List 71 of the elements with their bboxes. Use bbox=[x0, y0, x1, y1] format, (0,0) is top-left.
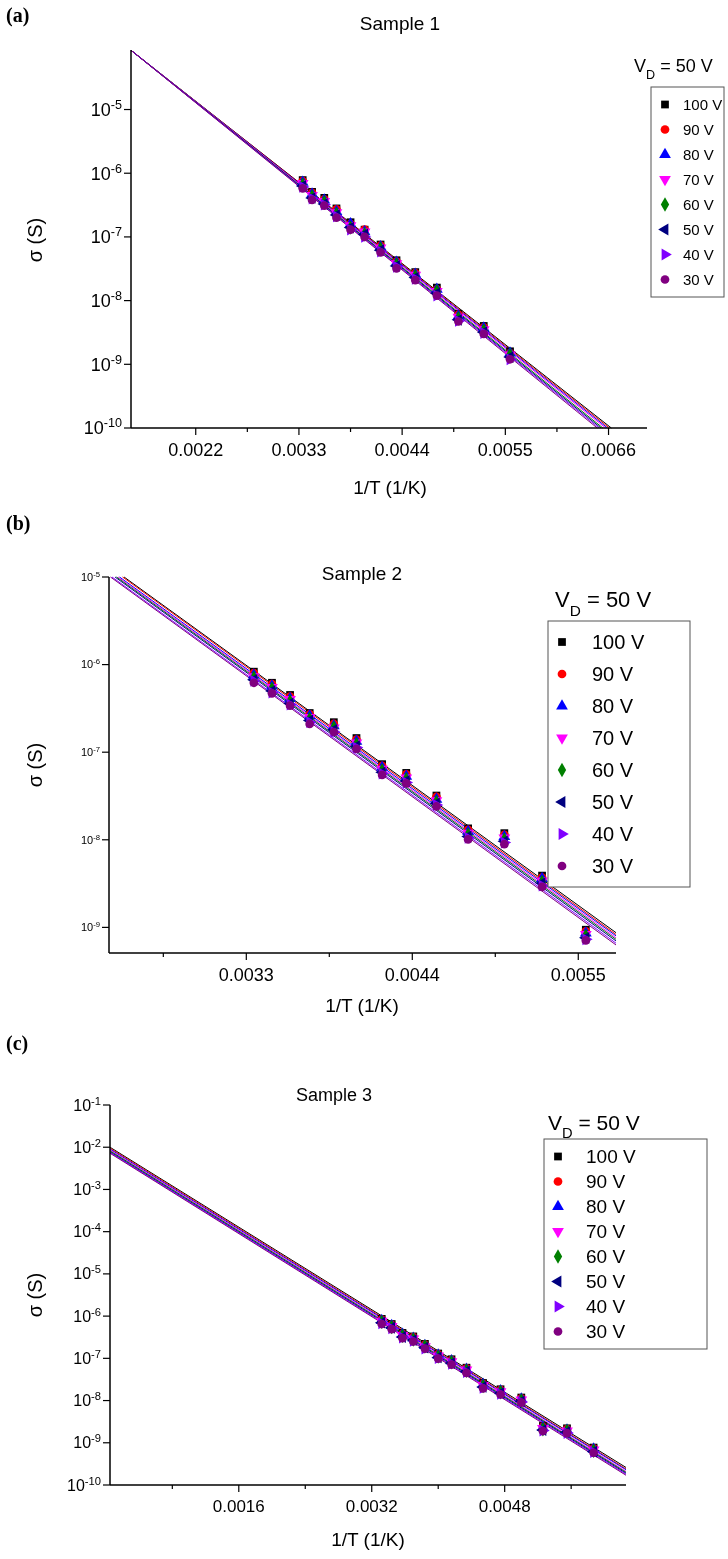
chart-title: Sample 2 bbox=[321, 563, 403, 584]
legend-label: 80 V bbox=[586, 1196, 626, 1218]
x-tick-label: 0.0033 bbox=[271, 440, 327, 460]
legend-label: 90 V bbox=[592, 663, 634, 686]
x-tick-label: 0.0055 bbox=[477, 440, 533, 460]
legend-label: 80 V bbox=[683, 145, 714, 163]
y-tick-label: 10$^{-9}$ bbox=[80, 919, 100, 934]
y-tick-label: 10$^{-6}$ bbox=[73, 1305, 101, 1325]
legend-label: 40 V bbox=[592, 823, 634, 846]
legend-label: 60 V bbox=[592, 759, 634, 782]
y-tick-label: 10$^{-9}$ bbox=[90, 352, 122, 375]
x-tick-label: 0.0044 bbox=[384, 965, 440, 985]
chart-title: Sample 3 bbox=[295, 1085, 373, 1105]
y-tick-label: 10$^{-7}$ bbox=[73, 1347, 101, 1367]
y-axis-title: σ (S) bbox=[24, 1272, 46, 1318]
y-axis-title: σ (S) bbox=[24, 217, 46, 263]
legend-label: 100 V bbox=[586, 1146, 636, 1168]
y-axis-title: σ (S) bbox=[24, 742, 46, 788]
legend-label: 50 V bbox=[683, 220, 714, 238]
x-tick-label: 0.0022 bbox=[168, 440, 224, 460]
y-tick-label: 10$^{-10}$ bbox=[67, 1474, 101, 1494]
y-tick-label: 10$^{-7}$ bbox=[80, 744, 100, 759]
legend-label: 40 V bbox=[586, 1296, 626, 1318]
legend-label: 100 V bbox=[683, 95, 723, 113]
y-tick-label: 10$^{-8}$ bbox=[90, 288, 122, 311]
x-tick-label: 0.0033 bbox=[218, 965, 274, 985]
legend-label: 30 V bbox=[683, 270, 714, 288]
x-tick-label: 0.0048 bbox=[478, 1497, 531, 1516]
y-tick-label: 10$^{-6}$ bbox=[80, 656, 100, 671]
x-tick-label: 0.0032 bbox=[345, 1497, 398, 1516]
text: (b) bbox=[6, 512, 31, 535]
legend-label: 60 V bbox=[683, 195, 714, 213]
x-tick-label: 0.0066 bbox=[581, 440, 637, 460]
legend-title: V$_{D}$ = 50 V bbox=[548, 1111, 640, 1141]
legend-title: V$_{D}$ = 50 V bbox=[634, 56, 713, 82]
chart-title: Sample 1 bbox=[359, 13, 441, 34]
legend-label: 30 V bbox=[586, 1321, 626, 1343]
text: (c) bbox=[6, 1032, 29, 1055]
y-tick-label: 10$^{-4}$ bbox=[73, 1221, 101, 1241]
y-tick-label: 10$^{-5}$ bbox=[80, 569, 100, 583]
legend-label: 70 V bbox=[683, 170, 714, 188]
x-axis-title: 1/T (1/K) bbox=[353, 477, 427, 498]
legend-label: 40 V bbox=[683, 245, 714, 263]
x-tick-label: 0.0016 bbox=[212, 1497, 265, 1516]
legend-label: 30 V bbox=[592, 855, 634, 878]
legend-label: 70 V bbox=[586, 1221, 626, 1243]
y-tick-label: 10$^{-5}$ bbox=[90, 97, 122, 120]
y-tick-label: 10$^{-6}$ bbox=[90, 161, 122, 184]
legend-label: 70 V bbox=[592, 727, 634, 750]
legend-label: 60 V bbox=[586, 1246, 626, 1268]
x-tick-label: 0.0044 bbox=[374, 440, 430, 460]
x-tick-label: 0.0055 bbox=[550, 965, 606, 985]
y-tick-label: 10$^{-8}$ bbox=[80, 832, 100, 846]
y-tick-label: 10$^{-9}$ bbox=[73, 1432, 101, 1452]
legend-label: 50 V bbox=[592, 791, 634, 814]
legend-label: 100 V bbox=[592, 631, 645, 654]
x-axis-title: 1/T (1/K) bbox=[325, 995, 399, 1016]
x-axis-title: 1/T (1/K) bbox=[331, 1529, 405, 1550]
y-tick-label: 10$^{-2}$ bbox=[73, 1136, 101, 1156]
legend-label: 90 V bbox=[683, 120, 714, 138]
y-tick-label: 10$^{-1}$ bbox=[73, 1094, 101, 1114]
y-tick-label: 10$^{-10}$ bbox=[83, 416, 122, 439]
legend-label: 80 V bbox=[592, 695, 634, 718]
y-tick-label: 10$^{-8}$ bbox=[73, 1390, 101, 1410]
text: (a) bbox=[6, 4, 30, 27]
legend-label: 90 V bbox=[586, 1171, 626, 1193]
y-tick-label: 10$^{-3}$ bbox=[73, 1179, 101, 1199]
y-tick-label: 10$^{-5}$ bbox=[73, 1263, 101, 1283]
y-tick-label: 10$^{-7}$ bbox=[90, 225, 122, 248]
legend-label: 50 V bbox=[586, 1271, 626, 1293]
legend-title: V$_{D}$ = 50 V bbox=[555, 587, 652, 619]
